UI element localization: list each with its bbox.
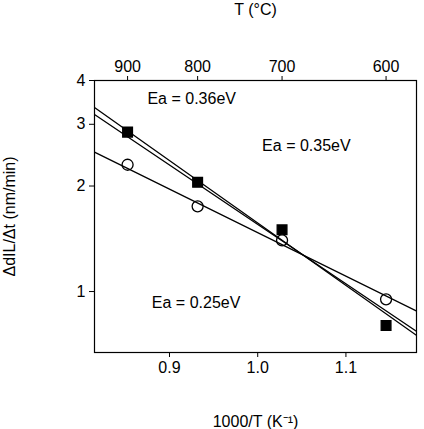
svg-text:1.0: 1.0 <box>247 359 269 376</box>
svg-text:Ea = 0.25eV: Ea = 0.25eV <box>152 294 241 311</box>
svg-text:0.9: 0.9 <box>158 359 180 376</box>
svg-text:800: 800 <box>184 58 211 75</box>
svg-text:700: 700 <box>269 58 296 75</box>
svg-text:1: 1 <box>77 283 86 300</box>
svg-text:T (°C): T (°C) <box>234 1 277 18</box>
svg-text:Ea = 0.35eV: Ea = 0.35eV <box>262 137 351 154</box>
svg-text:4: 4 <box>77 72 86 89</box>
svg-text:900: 900 <box>114 58 141 75</box>
svg-text:2: 2 <box>77 177 86 194</box>
svg-text:1000/T (K⁻¹): 1000/T (K⁻¹) <box>213 413 299 429</box>
svg-text:1.1: 1.1 <box>335 359 357 376</box>
svg-text:3: 3 <box>77 115 86 132</box>
svg-text:Ea = 0.36eV: Ea = 0.36eV <box>147 90 236 107</box>
svg-text:ΔdIL/Δt (nm/min): ΔdIL/Δt (nm/min) <box>1 156 18 276</box>
svg-text:600: 600 <box>373 58 400 75</box>
